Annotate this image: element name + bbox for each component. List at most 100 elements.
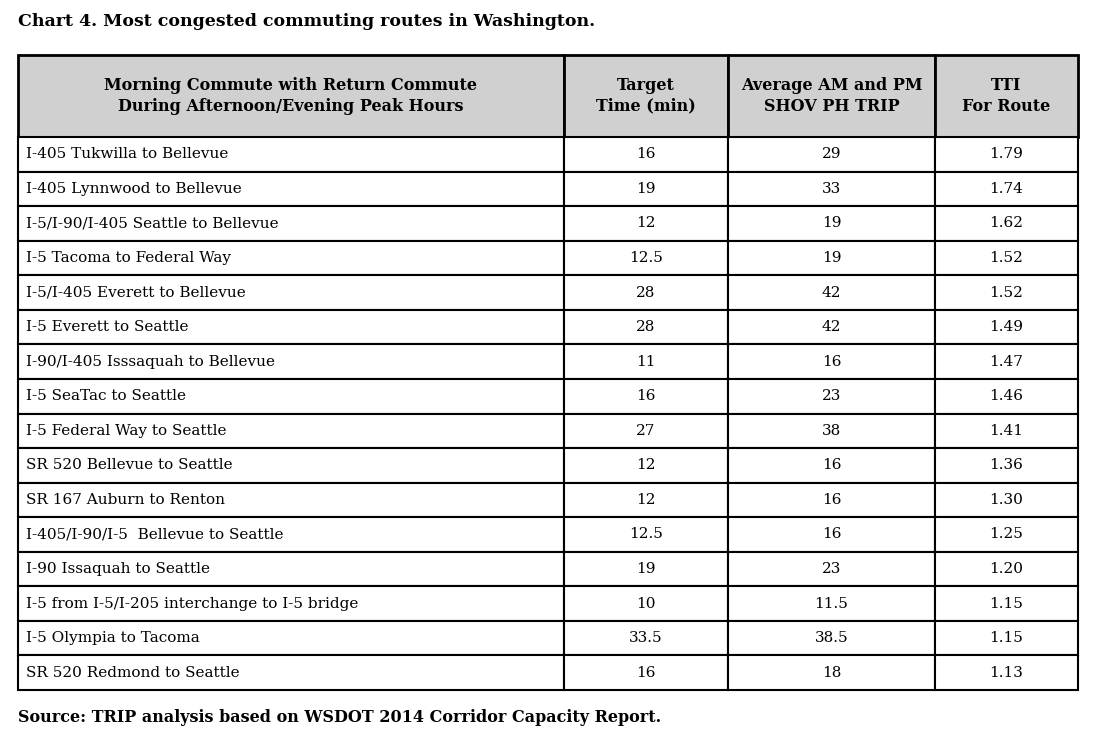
Bar [728,448,934,483]
Text: I-405/I-90/I-5  Bellevue to Seattle: I-405/I-90/I-5 Bellevue to Seattle [25,527,283,542]
Bar [728,206,934,241]
Text: 19: 19 [821,217,841,231]
Bar [934,275,1078,310]
Bar [564,172,728,206]
Bar [18,379,564,414]
Text: 16: 16 [637,147,656,161]
Text: SR 520 Bellevue to Seattle: SR 520 Bellevue to Seattle [25,458,233,472]
Bar [934,655,1078,690]
Text: I-5 Everett to Seattle: I-5 Everett to Seattle [25,320,188,334]
Text: Average AM and PM
SHOV PH TRIP: Average AM and PM SHOV PH TRIP [741,77,922,115]
Text: 12: 12 [637,493,656,507]
Bar [18,137,564,172]
Bar [18,483,564,517]
Bar [728,55,934,137]
Text: 16: 16 [821,458,841,472]
Bar [18,586,564,621]
Text: 16: 16 [821,355,841,369]
Bar [728,241,934,275]
Bar [728,655,934,690]
Bar [564,621,728,655]
Bar [18,621,564,655]
Bar [934,414,1078,448]
Text: 1.62: 1.62 [989,217,1023,231]
Text: 23: 23 [822,562,841,576]
Text: 1.13: 1.13 [989,666,1023,680]
Bar [934,552,1078,586]
Text: 38.5: 38.5 [815,631,849,645]
Text: 19: 19 [637,182,656,196]
Text: 1.36: 1.36 [989,458,1023,472]
Bar [564,241,728,275]
Text: 1.15: 1.15 [989,631,1023,645]
Bar [934,379,1078,414]
Bar [934,55,1078,137]
Text: 16: 16 [821,527,841,542]
Bar [728,379,934,414]
Text: 16: 16 [821,493,841,507]
Bar [18,310,564,344]
Text: 1.74: 1.74 [989,182,1023,196]
Text: 28: 28 [637,286,656,300]
Text: 18: 18 [822,666,841,680]
Text: 19: 19 [821,251,841,265]
Text: 42: 42 [821,286,841,300]
Text: I-405 Lynnwood to Bellevue: I-405 Lynnwood to Bellevue [25,182,242,196]
Text: 1.30: 1.30 [989,493,1023,507]
Bar [728,344,934,379]
Text: 10: 10 [637,597,656,611]
Text: 12: 12 [637,217,656,231]
Text: 1.79: 1.79 [989,147,1023,161]
Text: Chart 4. Most congested commuting routes in Washington.: Chart 4. Most congested commuting routes… [18,13,595,31]
Text: Morning Commute with Return Commute
During Afternoon/Evening Peak Hours: Morning Commute with Return Commute Duri… [104,77,478,115]
Bar [564,379,728,414]
Bar [728,275,934,310]
Bar [728,621,934,655]
Bar [564,586,728,621]
Bar [18,55,564,137]
Bar [18,552,564,586]
Bar [728,552,934,586]
Text: Target
Time (min): Target Time (min) [596,77,696,115]
Text: 42: 42 [821,320,841,334]
Text: 1.52: 1.52 [989,251,1023,265]
Text: I-5 Olympia to Tacoma: I-5 Olympia to Tacoma [25,631,200,645]
Bar [18,275,564,310]
Bar [18,448,564,483]
Text: 19: 19 [637,562,656,576]
Text: 1.46: 1.46 [989,389,1023,403]
Bar [564,344,728,379]
Text: I-5/I-405 Everett to Bellevue: I-5/I-405 Everett to Bellevue [25,286,246,300]
Text: I-90 Issaquah to Seattle: I-90 Issaquah to Seattle [25,562,210,576]
Text: Source: TRIP analysis based on WSDOT 2014 Corridor Capacity Report.: Source: TRIP analysis based on WSDOT 201… [18,710,661,726]
Text: SR 167 Auburn to Renton: SR 167 Auburn to Renton [25,493,225,507]
Bar [934,517,1078,552]
Text: 1.20: 1.20 [989,562,1023,576]
Text: 16: 16 [637,666,656,680]
Bar [18,414,564,448]
Bar [934,241,1078,275]
Bar [934,206,1078,241]
Bar [728,483,934,517]
Bar [934,483,1078,517]
Bar [934,621,1078,655]
Bar [18,206,564,241]
Text: I-5/I-90/I-405 Seattle to Bellevue: I-5/I-90/I-405 Seattle to Bellevue [25,217,278,231]
Bar [728,137,934,172]
Text: I-5 Federal Way to Seattle: I-5 Federal Way to Seattle [25,424,226,437]
Text: 1.25: 1.25 [989,527,1023,542]
Text: 38: 38 [822,424,841,437]
Text: 12: 12 [637,458,656,472]
Bar [564,448,728,483]
Bar [934,448,1078,483]
Text: I-5 from I-5/I-205 interchange to I-5 bridge: I-5 from I-5/I-205 interchange to I-5 br… [25,597,358,611]
Bar [18,517,564,552]
Bar [728,310,934,344]
Bar [18,241,564,275]
Bar [18,344,564,379]
Text: I-5 SeaTac to Seattle: I-5 SeaTac to Seattle [25,389,186,403]
Text: 16: 16 [637,389,656,403]
Bar [564,655,728,690]
Text: 33: 33 [822,182,841,196]
Text: 1.49: 1.49 [989,320,1023,334]
